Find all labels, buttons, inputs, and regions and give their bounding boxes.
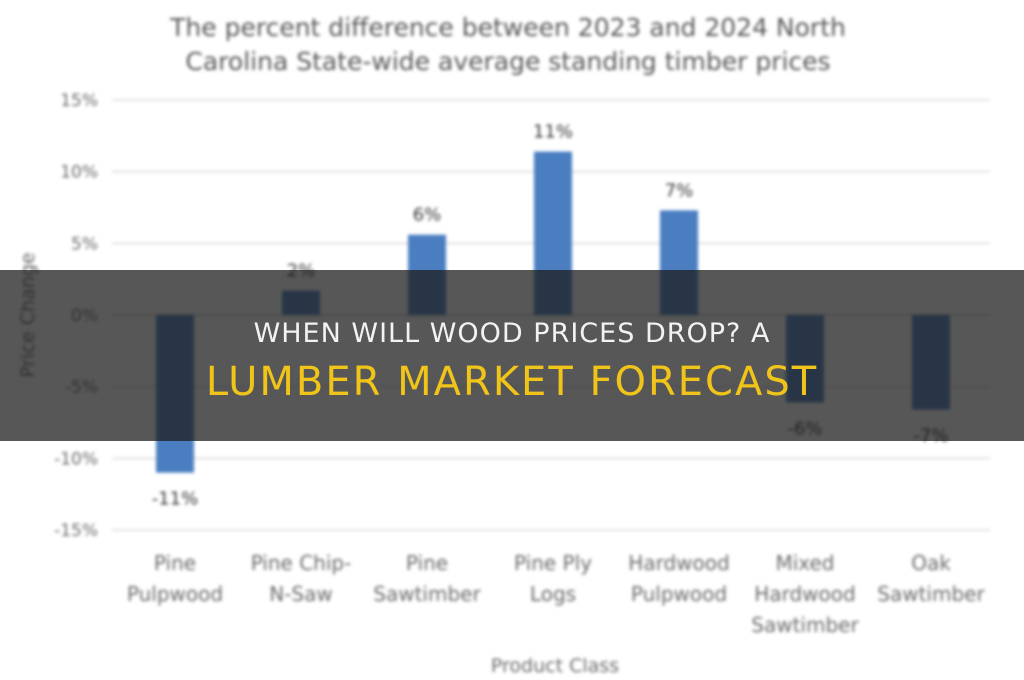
x-tick-label: Sawtimber	[373, 582, 481, 606]
x-tick-label: Pine	[406, 551, 448, 575]
headline-banner	[0, 270, 1024, 441]
data-label: 6%	[413, 205, 442, 226]
x-axis-title: Product Class	[491, 655, 619, 677]
x-tick-label: Pine Chip-	[251, 551, 352, 575]
x-tick-label: Pulpwood	[127, 582, 223, 606]
x-tick-label: Pine	[154, 551, 196, 575]
x-tick-label: Hardwood	[754, 582, 855, 606]
headline-line-1: WHEN WILL WOOD PRICES DROP? A	[253, 318, 771, 349]
x-tick-label: Logs	[530, 582, 576, 606]
x-tick-label: Sawtimber	[877, 582, 985, 606]
x-tick-label: Pine Ply	[514, 551, 592, 575]
headline-line-2: LUMBER MARKET FORECAST	[205, 359, 819, 405]
x-tick-label: Mixed	[775, 551, 834, 575]
chart-title-line: The percent difference between 2023 and …	[169, 13, 846, 42]
y-tick-label: -10%	[54, 449, 98, 469]
x-tick-label: Pulpwood	[631, 582, 727, 606]
y-tick-label: 10%	[60, 163, 98, 183]
data-label: -11%	[152, 489, 199, 510]
y-tick-label: -15%	[54, 521, 98, 541]
x-tick-label: Sawtimber	[751, 613, 859, 637]
x-tick-label: Hardwood	[628, 551, 729, 575]
x-tick-label: Oak	[911, 551, 951, 575]
chart-title-line: Carolina State-wide average standing tim…	[185, 47, 830, 76]
data-label: 11%	[533, 122, 573, 143]
y-tick-label: 5%	[71, 234, 98, 254]
x-tick-label: N-Saw	[269, 582, 333, 606]
y-tick-label: 15%	[60, 91, 98, 111]
data-label: 7%	[665, 180, 694, 201]
